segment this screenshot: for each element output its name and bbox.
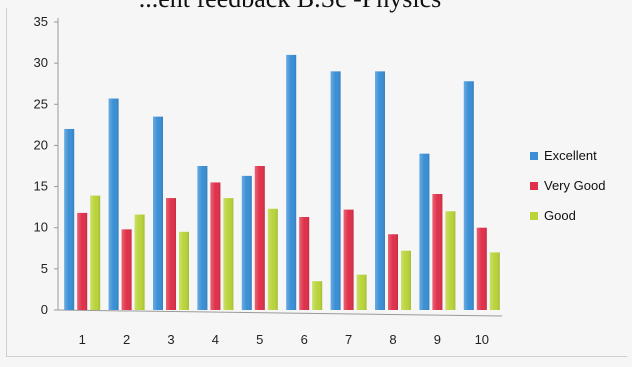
x-tick-label: 8 [389, 332, 396, 347]
x-tick-label: 4 [212, 332, 219, 347]
bar-shading [432, 193, 443, 310]
bar-shading [64, 128, 75, 310]
x-tick-label: 6 [301, 332, 308, 347]
bar-shading [254, 166, 265, 310]
y-tick-label: 30 [34, 55, 48, 70]
bar-shading [401, 250, 411, 310]
bar-shading [343, 209, 354, 310]
bar-shading [241, 175, 252, 310]
bar-shading [77, 212, 88, 310]
chart-title: ...ent feedback B.Sc -Physics [80, 0, 500, 14]
bar-shading [445, 211, 456, 310]
axis-layer: 0 5 10 15 20 25 30 35 1 2 3 4 5 6 7 8 9 10 [34, 14, 503, 347]
bar-shading [267, 208, 278, 310]
bar-shading [90, 195, 101, 310]
bar-shading [286, 54, 297, 310]
chart-frame [6, 8, 627, 357]
bar-shading [476, 227, 487, 310]
y-tick-label: 0 [41, 302, 48, 317]
y-tick-label: 5 [41, 261, 48, 276]
bar-shading [419, 153, 430, 310]
bar-shading [299, 217, 310, 310]
bar-shading [463, 81, 474, 310]
legend-swatch [530, 212, 538, 220]
bar-shading [312, 281, 323, 310]
bar-shading [210, 182, 221, 310]
x-axis-line [57, 309, 503, 317]
bar-shading [375, 71, 385, 310]
bar-shading [166, 198, 176, 310]
x-tick-label: 1 [79, 332, 86, 347]
bar-shading [223, 198, 234, 310]
legend-swatch [530, 152, 538, 160]
bar-shading [330, 71, 341, 310]
y-tick-label: 15 [34, 179, 48, 194]
x-tick-label: 9 [434, 332, 441, 347]
x-tick-label: 3 [167, 332, 174, 347]
bar-shading [179, 231, 189, 310]
bar-shading [108, 98, 119, 310]
y-tick-label: 10 [34, 220, 48, 235]
x-tick-label: 5 [256, 332, 263, 347]
x-tick-label: 7 [345, 332, 352, 347]
legend-entry: Excellent [544, 148, 597, 163]
bar-shading [388, 234, 398, 310]
legend-entry: Good [544, 208, 576, 223]
y-tick-label: 20 [34, 137, 48, 152]
legend: Excellent Very Good Good [530, 148, 605, 223]
bar-shading [197, 166, 208, 310]
x-tick-label: 10 [475, 332, 489, 347]
bar-shading [489, 252, 500, 310]
y-tick-label: 25 [34, 96, 48, 111]
legend-entry: Very Good [544, 178, 605, 193]
bar-layer [64, 54, 500, 310]
bar-shading [356, 274, 367, 310]
y-tick-label: 35 [34, 14, 48, 29]
legend-swatch [530, 182, 538, 190]
bar-shading [153, 116, 163, 310]
x-tick-label: 2 [123, 332, 130, 347]
bar-shading [121, 229, 132, 310]
bar-shading [134, 214, 145, 310]
